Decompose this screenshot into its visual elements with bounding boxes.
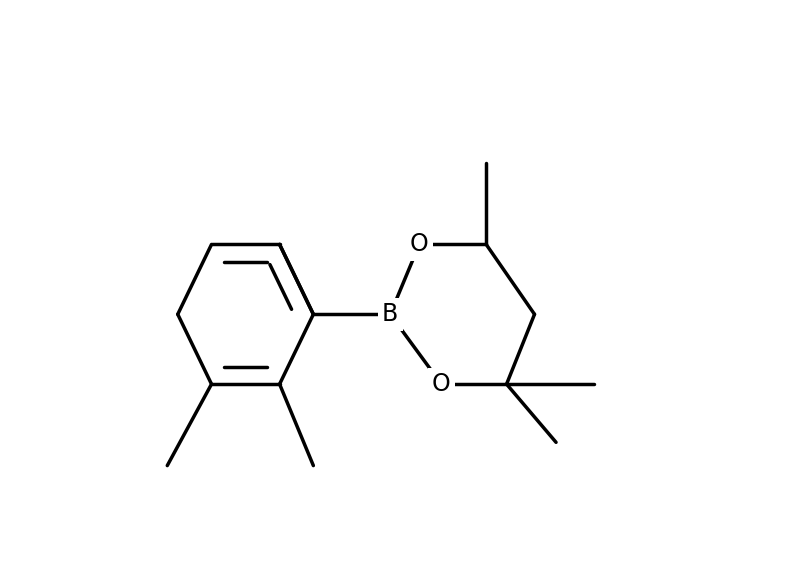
Text: O: O	[432, 372, 451, 396]
Text: O: O	[410, 232, 428, 257]
Text: B: B	[382, 302, 398, 327]
